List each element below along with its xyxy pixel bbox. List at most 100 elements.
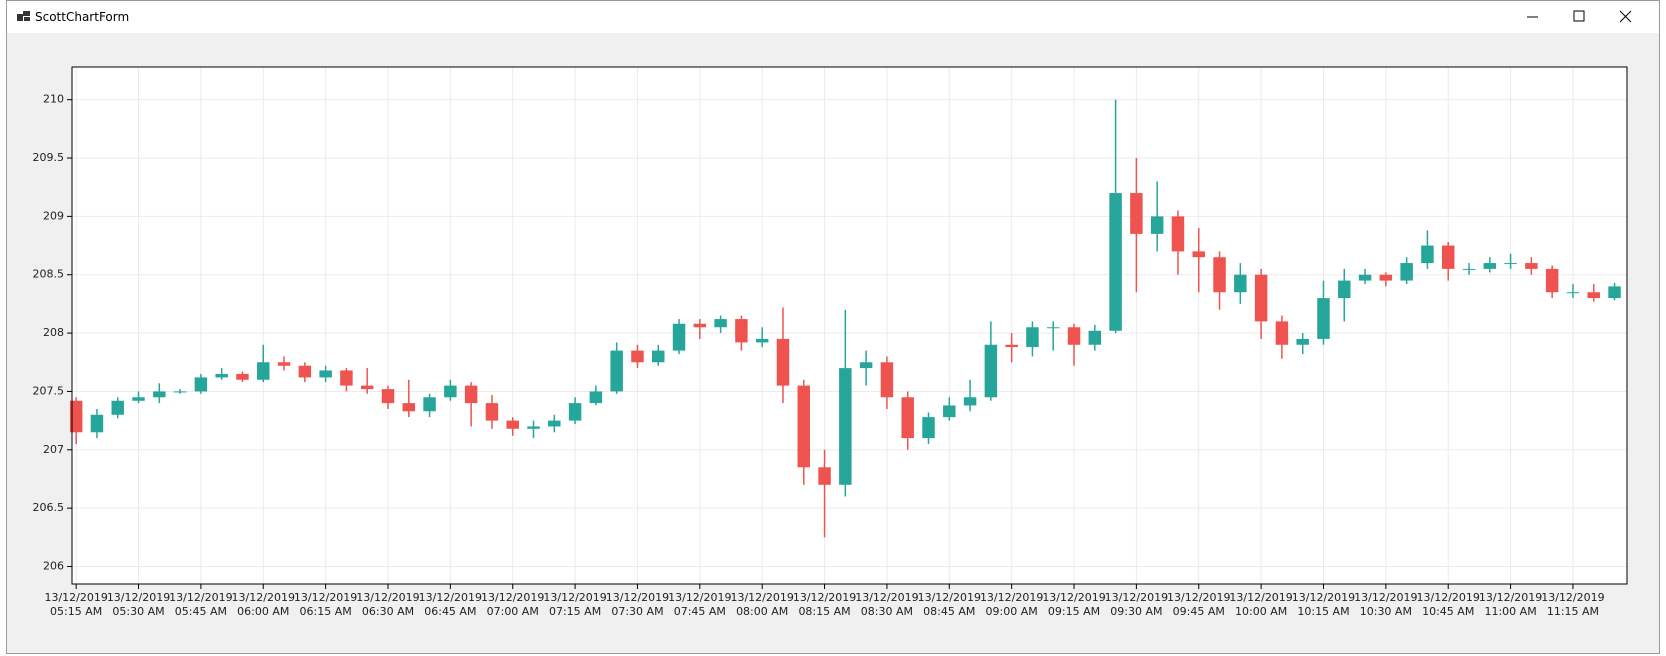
x-tick-label: 13/12/2019 09:45 AM [1167, 591, 1231, 618]
candle-body [1608, 286, 1621, 299]
candle-body [1088, 330, 1102, 345]
candle-body [506, 420, 519, 429]
candle-body [1462, 268, 1476, 270]
candle-body [90, 414, 104, 433]
candle-body [1587, 292, 1600, 299]
candle-body [548, 420, 561, 427]
window-title: ScottChartForm [35, 10, 130, 24]
y-tick-label: 206 [43, 559, 64, 572]
candle-body [693, 323, 707, 328]
candle-body [173, 391, 187, 393]
x-tick-label: 13/12/2019 06:45 AM [418, 591, 483, 618]
candle-body [776, 338, 790, 386]
title-bar: ScottChartForm [7, 1, 1659, 33]
y-tick-label: 206.5 [33, 501, 65, 514]
window-controls [1527, 10, 1632, 23]
candle-body [797, 385, 811, 468]
candle-body [1213, 257, 1226, 293]
candle-body [236, 373, 249, 380]
candle-body [257, 362, 270, 380]
candle-body [880, 362, 894, 398]
candle-body [1171, 216, 1185, 252]
y-tick-label: 207.5 [33, 384, 65, 397]
candle-body [631, 350, 644, 363]
x-tick-label: 13/12/2019 11:15 AM [1541, 591, 1605, 618]
candle-body [153, 391, 166, 398]
candle-body [444, 385, 457, 398]
y-tick-label: 209 [43, 209, 64, 222]
candle-body [1545, 268, 1559, 293]
candle-body [1150, 216, 1164, 234]
candle-body [215, 373, 228, 378]
candle-body [1525, 263, 1538, 269]
candle-body [1254, 274, 1268, 322]
candle-body [1234, 274, 1247, 293]
x-tick-label: 13/12/2019 05:30 AM [106, 591, 171, 618]
candle-body [755, 338, 769, 343]
candle-body [943, 405, 956, 418]
close-button[interactable] [1619, 10, 1632, 23]
x-tick-label: 13/12/2019 08:30 AM [855, 591, 919, 618]
candle-body [1130, 193, 1143, 234]
candle-body [1067, 327, 1081, 345]
candle-body [1358, 274, 1372, 281]
maximize-button[interactable] [1573, 10, 1585, 22]
x-tick-label: 13/12/2019 05:45 AM [169, 591, 233, 618]
y-tick-label: 210 [43, 93, 64, 106]
candle-body [319, 370, 332, 378]
candle-body [1275, 321, 1289, 345]
candle-body [839, 368, 852, 485]
candle-body [568, 403, 582, 421]
candle-body [672, 323, 686, 351]
candle-body [1379, 274, 1393, 281]
x-tick-label: 13/12/2019 11:00 AM [1478, 591, 1543, 618]
candle-body [1005, 344, 1018, 348]
candle-body [69, 400, 83, 433]
window: ScottChartForm 206 206.5 207 207.5 208 208.5 2… [6, 0, 1660, 654]
candle-body [1296, 338, 1309, 345]
candle-body [984, 344, 998, 398]
candle-body [423, 397, 436, 412]
candle-body [298, 365, 312, 378]
plot-border [71, 66, 1628, 585]
y-tick-label: 207 [43, 443, 64, 456]
plot-area [72, 67, 1627, 584]
x-tick-label: 13/12/2019 07:15 AM [543, 591, 607, 618]
candle-body [922, 417, 935, 439]
x-tick-label: 13/12/2019 09:00 AM [979, 591, 1044, 618]
candle-body [901, 397, 914, 439]
candle-body [1400, 263, 1413, 281]
candle-body [277, 362, 291, 366]
x-tick-label: 13/12/2019 07:30 AM [605, 591, 670, 618]
candle-body [485, 403, 499, 421]
candle-body [527, 426, 540, 429]
candle-body [1338, 280, 1351, 299]
candle-body [735, 319, 748, 343]
x-tick-label: 13/12/2019 08:15 AM [792, 591, 857, 618]
candle-body [1566, 292, 1580, 294]
candle-body [111, 400, 124, 415]
x-tick-label: 13/12/2019 06:00 AM [231, 591, 295, 618]
x-tick-label: 13/12/2019 09:15 AM [1042, 591, 1106, 618]
candle-body [340, 370, 353, 386]
y-tick-label: 208 [43, 326, 64, 339]
candle-body [963, 397, 977, 406]
candle-body [1192, 251, 1205, 258]
candle-body [818, 467, 831, 485]
candle-body [859, 362, 873, 369]
x-tick-label: 13/12/2019 06:15 AM [293, 591, 358, 618]
x-tick-label: 13/12/2019 05:15 AM [44, 591, 108, 618]
candle-body [1046, 327, 1060, 329]
chart: 206 206.5 207 207.5 208 208.5 209 209.5 210 [33, 66, 1628, 589]
y-tick-label: 209.5 [33, 151, 65, 164]
x-tick-label: 13/12/2019 10:15 AM [1291, 591, 1356, 618]
candle-body [610, 350, 623, 392]
candle-body [402, 403, 416, 412]
candle-body [652, 350, 665, 363]
x-tick-label: 13/12/2019 09:30 AM [1104, 591, 1169, 618]
x-tick-label: 13/12/2019 10:30 AM [1354, 591, 1418, 618]
candle-body [464, 385, 478, 404]
app-icon [17, 11, 30, 21]
candle-body [589, 391, 603, 404]
candle-body [1504, 263, 1517, 265]
